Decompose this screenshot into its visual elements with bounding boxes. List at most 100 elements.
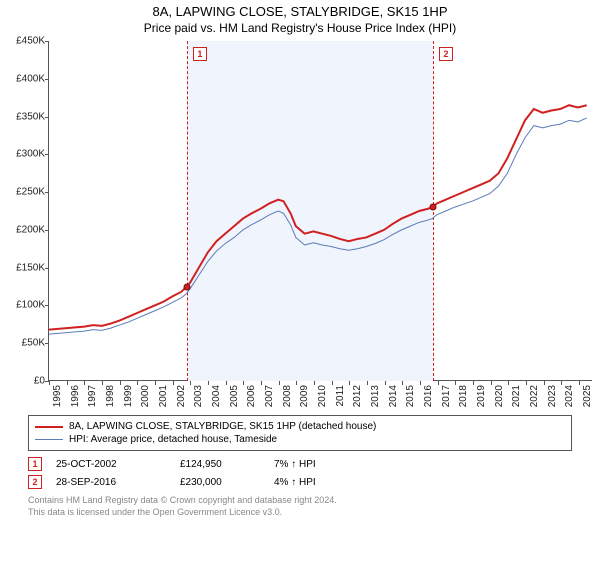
x-tick	[491, 381, 492, 385]
chart-container: 8A, LAPWING CLOSE, STALYBRIDGE, SK15 1HP…	[0, 4, 600, 564]
y-tick-label: £350K	[16, 111, 45, 122]
legend-label: HPI: Average price, detached house, Tame…	[69, 434, 277, 445]
events-table: 125-OCT-2002£124,9507% ↑ HPI228-SEP-2016…	[28, 455, 572, 491]
x-tick-label: 2005	[229, 385, 240, 407]
x-tick-label: 2009	[299, 385, 310, 407]
x-tick	[279, 381, 280, 385]
x-tick	[438, 381, 439, 385]
footer-line-2: This data is licensed under the Open Gov…	[28, 507, 572, 519]
x-tick-label: 2019	[476, 385, 487, 407]
x-tick-label: 2013	[370, 385, 381, 407]
x-tick-label: 2003	[193, 385, 204, 407]
x-tick	[420, 381, 421, 385]
legend-swatch	[35, 426, 63, 428]
x-tick-label: 2016	[423, 385, 434, 407]
footer: Contains HM Land Registry data © Crown c…	[28, 495, 572, 518]
x-tick	[296, 381, 297, 385]
x-tick-label: 2001	[158, 385, 169, 407]
x-tick	[526, 381, 527, 385]
x-tick-label: 2008	[282, 385, 293, 407]
event-row: 125-OCT-2002£124,9507% ↑ HPI	[28, 455, 572, 473]
x-tick-label: 2007	[264, 385, 275, 407]
chart-subtitle: Price paid vs. HM Land Registry's House …	[0, 21, 600, 35]
x-tick-label: 2023	[547, 385, 558, 407]
y-tick-label: £300K	[16, 149, 45, 160]
x-tick-label: 2012	[352, 385, 363, 407]
x-tick	[243, 381, 244, 385]
event-marker-box: 2	[439, 47, 453, 61]
x-tick	[155, 381, 156, 385]
x-tick-label: 1995	[52, 385, 63, 407]
x-tick	[367, 381, 368, 385]
event-dot	[429, 204, 436, 211]
legend: 8A, LAPWING CLOSE, STALYBRIDGE, SK15 1HP…	[28, 415, 572, 451]
x-tick-label: 2025	[582, 385, 593, 407]
chart-title: 8A, LAPWING CLOSE, STALYBRIDGE, SK15 1HP	[0, 4, 600, 19]
event-id-box: 1	[28, 457, 42, 471]
y-tick-label: £200K	[16, 224, 45, 235]
x-tick-label: 2015	[405, 385, 416, 407]
footer-line-1: Contains HM Land Registry data © Crown c…	[28, 495, 572, 507]
x-tick	[402, 381, 403, 385]
x-tick-label: 1999	[123, 385, 134, 407]
legend-swatch	[35, 439, 63, 440]
x-tick	[544, 381, 545, 385]
y-tick-label: £250K	[16, 187, 45, 198]
event-row: 228-SEP-2016£230,0004% ↑ HPI	[28, 473, 572, 491]
legend-label: 8A, LAPWING CLOSE, STALYBRIDGE, SK15 1HP…	[69, 421, 376, 432]
x-tick-label: 2002	[176, 385, 187, 407]
event-dot	[183, 283, 190, 290]
x-tick	[208, 381, 209, 385]
plot-region: £0£50K£100K£150K£200K£250K£300K£350K£400…	[48, 41, 592, 381]
x-tick-label: 2022	[529, 385, 540, 407]
x-tick	[579, 381, 580, 385]
event-id-box: 2	[28, 475, 42, 489]
x-tick	[508, 381, 509, 385]
series-property	[49, 105, 587, 329]
x-tick	[137, 381, 138, 385]
y-tick-label: £400K	[16, 73, 45, 84]
x-tick	[49, 381, 50, 385]
legend-row: 8A, LAPWING CLOSE, STALYBRIDGE, SK15 1HP…	[35, 420, 565, 433]
legend-row: HPI: Average price, detached house, Tame…	[35, 433, 565, 446]
x-tick-label: 2021	[511, 385, 522, 407]
chart-area: £0£50K£100K£150K£200K£250K£300K£350K£400…	[48, 41, 592, 409]
x-tick-label: 2018	[458, 385, 469, 407]
x-tick	[473, 381, 474, 385]
x-tick-label: 2024	[564, 385, 575, 407]
x-tick-label: 2020	[494, 385, 505, 407]
x-tick-label: 2004	[211, 385, 222, 407]
x-tick-label: 2017	[441, 385, 452, 407]
x-tick	[561, 381, 562, 385]
x-tick-label: 1997	[87, 385, 98, 407]
event-marker-box: 1	[193, 47, 207, 61]
x-tick	[332, 381, 333, 385]
x-tick	[226, 381, 227, 385]
x-tick-label: 2000	[140, 385, 151, 407]
x-tick	[67, 381, 68, 385]
x-tick-label: 2011	[335, 385, 346, 407]
x-tick-label: 1998	[105, 385, 116, 407]
series-hpi	[49, 118, 587, 334]
x-tick	[120, 381, 121, 385]
x-tick	[385, 381, 386, 385]
y-tick-label: £100K	[16, 300, 45, 311]
line-series-svg	[49, 41, 592, 381]
y-tick-label: £150K	[16, 262, 45, 273]
x-tick	[261, 381, 262, 385]
event-pct: 7% ↑ HPI	[274, 459, 354, 470]
y-tick-label: £0	[34, 376, 45, 387]
event-price: £230,000	[180, 477, 260, 488]
x-tick	[349, 381, 350, 385]
x-tick	[455, 381, 456, 385]
x-tick	[102, 381, 103, 385]
event-date: 25-OCT-2002	[56, 459, 166, 470]
y-tick-label: £450K	[16, 36, 45, 47]
x-tick-label: 1996	[70, 385, 81, 407]
x-tick	[314, 381, 315, 385]
x-tick-label: 2014	[388, 385, 399, 407]
event-pct: 4% ↑ HPI	[274, 477, 354, 488]
x-tick-label: 2006	[246, 385, 257, 407]
x-tick	[190, 381, 191, 385]
x-tick	[84, 381, 85, 385]
